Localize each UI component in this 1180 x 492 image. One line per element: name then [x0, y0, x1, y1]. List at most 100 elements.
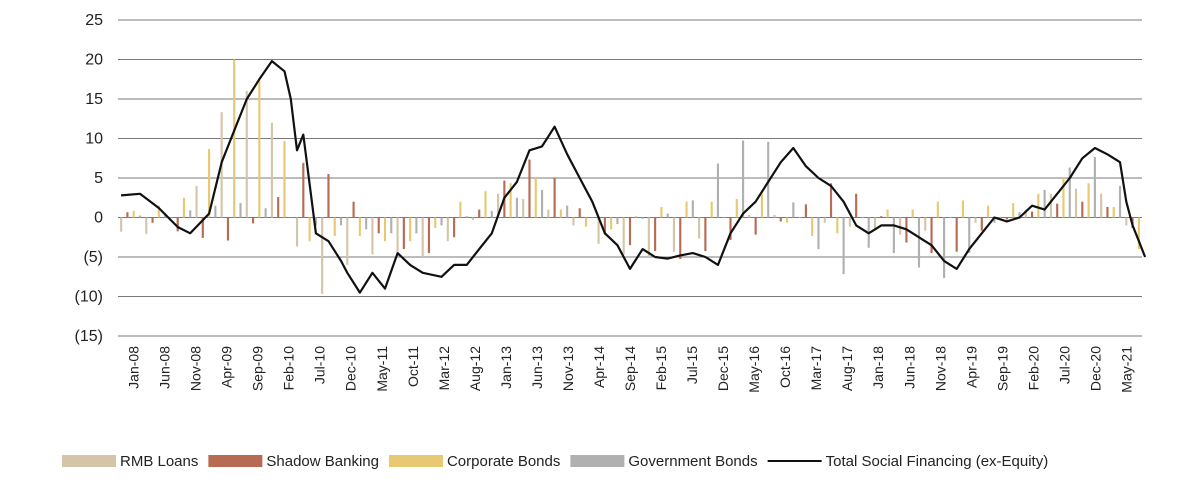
bar — [553, 178, 556, 218]
bar — [892, 217, 895, 254]
bar — [773, 214, 776, 218]
y-tick-label: (5) — [83, 249, 103, 266]
y-tick-label: 10 — [85, 131, 103, 148]
x-tick-label: Feb-10 — [281, 346, 297, 391]
bar — [333, 217, 336, 236]
legend-item: Government Bonds — [570, 453, 758, 470]
bar — [409, 217, 412, 242]
bar — [817, 217, 820, 250]
bar — [459, 201, 462, 218]
bar — [1068, 167, 1071, 218]
bar — [195, 185, 198, 218]
bar — [126, 212, 129, 218]
bar — [528, 159, 531, 218]
bar — [214, 205, 217, 218]
x-tick-label: Feb-20 — [1025, 346, 1041, 391]
bar — [842, 217, 845, 275]
x-tick-label: Jan-18 — [870, 346, 886, 389]
bar — [377, 217, 380, 234]
bar — [258, 80, 261, 218]
legend-item: RMB Loans — [62, 453, 198, 470]
bar — [1030, 211, 1034, 218]
bar — [710, 201, 713, 218]
bar — [446, 217, 449, 242]
bar — [346, 217, 349, 265]
bar — [390, 217, 393, 234]
bar — [484, 191, 487, 218]
x-tick-label: Nov-18 — [932, 346, 948, 391]
y-tick-label: (15) — [75, 328, 103, 345]
bar — [120, 217, 123, 232]
bar — [1074, 188, 1078, 218]
bar — [1062, 178, 1065, 218]
x-tick-label: Jan-13 — [498, 346, 514, 389]
bar — [1049, 193, 1052, 218]
bar — [855, 193, 858, 218]
legend-swatch — [62, 455, 116, 467]
y-tick-label: 5 — [94, 170, 103, 187]
series-line — [121, 60, 1147, 294]
bar — [566, 205, 569, 218]
bar — [635, 216, 638, 218]
bar — [1005, 217, 1009, 220]
bar — [622, 217, 625, 255]
bar — [654, 217, 657, 252]
bar — [465, 216, 468, 218]
bar — [597, 217, 600, 244]
x-axis: Jan-08 Jun-08 Nov-08 Apr-09 Sep-09 Feb-10 Jul-… — [126, 346, 1135, 393]
legend-swatch — [570, 455, 625, 467]
bar — [1100, 193, 1103, 218]
bar — [415, 217, 418, 234]
bar — [685, 201, 688, 218]
x-tick-label: May-16 — [746, 346, 762, 393]
bar — [226, 217, 230, 241]
bar — [239, 203, 242, 218]
bar — [270, 122, 273, 218]
bar — [534, 178, 537, 218]
bar — [132, 210, 135, 218]
bar — [396, 217, 399, 252]
bar — [1137, 217, 1140, 250]
x-tick-label: Sep-09 — [250, 346, 266, 391]
y-tick-label: 20 — [85, 52, 103, 69]
legend-label: Corporate Bonds — [447, 453, 560, 470]
x-tick-label: Oct-11 — [405, 346, 421, 387]
bar — [943, 217, 946, 279]
bar — [302, 162, 305, 218]
bar — [603, 217, 606, 235]
bar — [779, 217, 782, 222]
bar — [151, 217, 154, 223]
bar — [691, 200, 694, 218]
bar — [748, 214, 751, 218]
bar — [704, 217, 707, 252]
legend-item: Shadow Banking — [208, 453, 379, 470]
bar — [666, 213, 669, 218]
bar — [861, 217, 864, 218]
x-tick-label: Feb-15 — [653, 346, 669, 391]
bar — [836, 217, 839, 234]
bar — [760, 193, 763, 218]
bar — [873, 217, 877, 230]
bar — [478, 209, 481, 218]
bar — [295, 217, 299, 247]
bar — [176, 217, 179, 232]
bar — [742, 140, 745, 218]
bar — [679, 217, 682, 259]
bar — [628, 217, 632, 246]
x-tick-label: Aug-12 — [467, 346, 483, 391]
bar — [421, 217, 424, 257]
bar — [427, 217, 431, 254]
bar — [189, 210, 192, 218]
bar — [440, 217, 443, 226]
bar — [358, 217, 361, 236]
bar — [911, 209, 914, 218]
bar — [1112, 206, 1115, 218]
bar — [383, 217, 387, 242]
bar — [1018, 212, 1021, 218]
bar — [1118, 185, 1122, 218]
bar — [245, 91, 248, 218]
x-tick-label: May-11 — [374, 346, 390, 392]
legend-swatch — [208, 455, 263, 467]
bar — [321, 217, 324, 294]
y-tick-label: 25 — [85, 12, 103, 29]
